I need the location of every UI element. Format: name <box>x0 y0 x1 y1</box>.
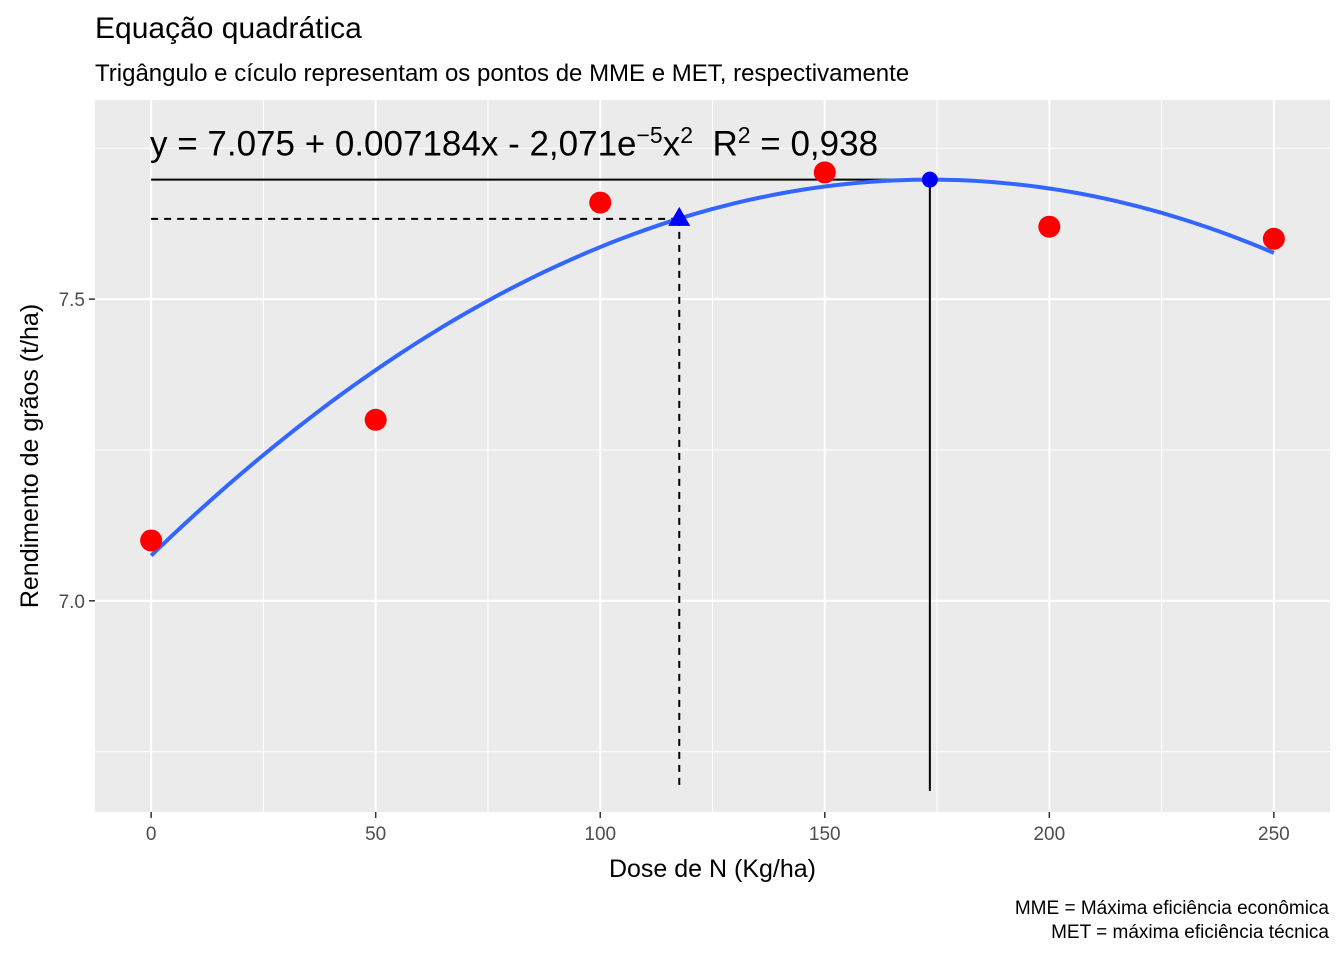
equation-x: x <box>662 124 681 164</box>
x-tick-label: 250 <box>1258 824 1290 845</box>
equation-x-exponent: 2 <box>680 122 694 148</box>
equation-r: R <box>712 124 738 164</box>
data-point <box>140 529 163 552</box>
x-tick-label: 50 <box>365 824 386 845</box>
x-tick-label: 0 <box>146 824 157 845</box>
y-axis-label: Rendimento de grãos (t/ha) <box>16 304 44 608</box>
x-tick-label: 100 <box>584 824 616 845</box>
equation-exponent: −5 <box>636 122 663 148</box>
caption-met: MET = máxima eficiência técnica <box>1051 922 1329 943</box>
y-tick-label: 7.0 <box>59 592 85 613</box>
mme-triangle-marker <box>668 206 691 226</box>
equation-main: y = 7.075 + 0.007184x - 2,071e <box>150 124 637 164</box>
x-tick-label: 150 <box>809 824 841 845</box>
equation-r-value: = 0,938 <box>750 124 879 164</box>
regression-equation: y = 7.075 + 0.007184x - 2,071e−5x2 R2 = … <box>150 122 878 165</box>
chart-title: Equação quadrática <box>95 12 362 45</box>
data-point <box>1262 227 1285 250</box>
data-point <box>813 161 836 184</box>
data-point <box>589 191 612 214</box>
x-tick-label: 200 <box>1033 824 1065 845</box>
fitted-curve <box>149 177 1275 558</box>
y-tick-label: 7.5 <box>59 290 85 311</box>
caption-mme: MME = Máxima eficiência econômica <box>1014 898 1329 919</box>
met-circle-marker <box>921 171 938 188</box>
equation-r-exponent: 2 <box>737 122 751 148</box>
chart-subtitle: Trigângulo e cículo representam os ponto… <box>95 60 910 87</box>
data-point <box>1038 215 1061 238</box>
data-point <box>364 408 387 431</box>
x-axis-label: Dose de N (Kg/ha) <box>609 855 816 883</box>
